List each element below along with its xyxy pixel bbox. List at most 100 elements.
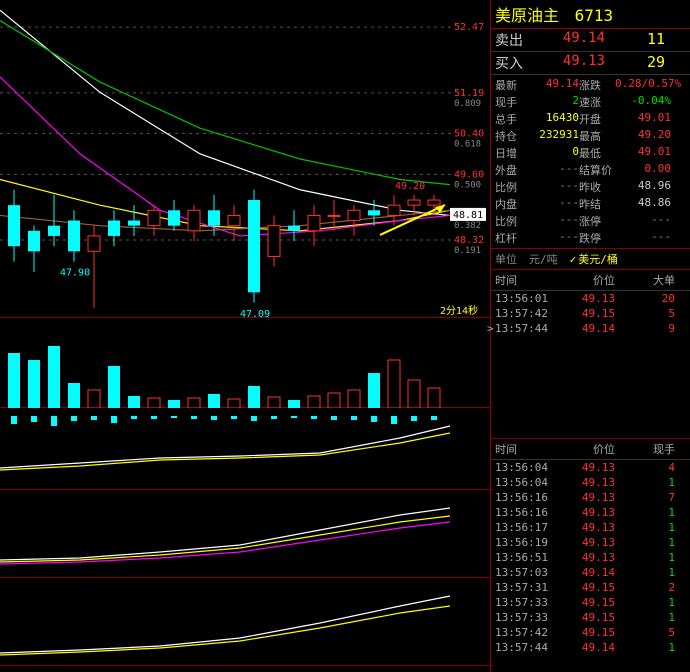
svg-text:2分14秒: 2分14秒 [440,304,478,317]
stat-label: 涨跌 [579,77,615,93]
unit-option-2[interactable]: 美元/桶 [570,251,618,267]
volume-chart[interactable] [0,318,490,408]
bid-label: 买入 [495,53,535,73]
stat-label: 昨结 [579,196,615,212]
indicator-2[interactable] [0,490,490,578]
svg-text:51.19: 51.19 [454,88,484,99]
tick-row: 13:56:5149.131 [491,550,690,565]
tick-row: 13:57:3349.151 [491,595,690,610]
stat-label: 最高 [579,128,615,144]
tick-row: 13:56:1649.137 [491,490,690,505]
svg-text:47.09: 47.09 [240,309,270,318]
stat-label: 昨收 [579,179,615,195]
svg-text:52.47: 52.47 [454,22,484,33]
stat-value: 49.14 [529,77,579,93]
stat-label: 外盘 [495,162,529,178]
stat-label: 持仓 [495,128,529,144]
tick-row: 13:57:4249.155 [491,625,690,640]
indicator-1[interactable] [0,408,490,490]
stat-value: --- [529,179,579,195]
stat-value: --- [615,213,671,229]
svg-text:0.191: 0.191 [454,246,481,256]
stat-value: --- [615,230,671,246]
stat-value: -0.04% [615,94,671,110]
svg-text:47.90: 47.90 [60,268,90,279]
stat-value: 2 [529,94,579,110]
svg-text:49.20: 49.20 [395,181,425,192]
unit-option-1[interactable]: 元/吨 [529,251,558,267]
chart-column: 48.3248.8149.6050.4051.1952.470.1910.382… [0,0,490,672]
stat-label: 内盘 [495,196,529,212]
stat-value: --- [529,213,579,229]
instrument-code: 6713 [575,6,614,25]
stat-label: 比例 [495,179,529,195]
svg-text:0.382: 0.382 [454,221,481,231]
ask-label: 卖出 [495,30,535,50]
stat-value: 232931 [529,128,579,144]
tick-row: 13:56:1649.131 [491,505,690,520]
stat-label: 杠杆 [495,230,529,246]
stat-value: 0 [529,145,579,161]
stat-label: 跌停 [579,230,615,246]
tick-row: 13:57:3149.152 [491,580,690,595]
stat-value: 48.86 [615,196,671,212]
ticks: 时间 价位 现手 13:56:0449.13413:56:0449.13113:… [491,439,690,655]
stat-label: 开盘 [579,111,615,127]
stat-label: 比例 [495,213,529,229]
svg-text:0.809: 0.809 [454,99,481,109]
stat-value: --- [529,162,579,178]
ask-qty: 11 [605,30,665,50]
tick-row: 13:57:3349.151 [491,610,690,625]
tick-row: 13:56:1749.131 [491,520,690,535]
stats-grid: 最新49.14涨跌0.28/0.57%现手2速涨-0.04%总手16430开盘4… [491,75,690,249]
instrument-title: 美原油主 6713 [491,0,690,29]
svg-text:49.60: 49.60 [454,169,484,180]
big-ticks: 时间 价位 大单 13:56:0149.132013:57:4249.15513… [491,270,690,439]
instrument-name: 美原油主 [495,6,559,25]
tick-row: 13:57:4449.141 [491,640,690,655]
tick-row: 13:57:0349.141 [491,565,690,580]
stat-value: 49.20 [615,128,671,144]
hdr-time2: 时间 [495,441,555,457]
candlestick-chart[interactable]: 48.3248.8149.6050.4051.1952.470.1910.382… [0,0,490,318]
unit-row: 单位 元/吨 美元/桶 [491,249,690,270]
hdr-price2: 价位 [555,441,615,457]
hdr-time: 时间 [495,272,555,288]
stat-value: 16430 [529,111,579,127]
hdr-vol2: 现手 [615,441,675,457]
stat-label: 速涨 [579,94,615,110]
bid-qty: 29 [605,53,665,73]
svg-text:48.32: 48.32 [454,235,484,246]
stat-value: 0.00 [615,162,671,178]
bid-row: 买入 49.13 29 [491,52,690,75]
stat-label: 现手 [495,94,529,110]
tick-row: 13:56:0449.131 [491,475,690,490]
ask-price: 49.14 [535,30,605,50]
info-column: 美原油主 6713 卖出 49.14 11 买入 49.13 29 最新49.1… [490,0,690,672]
tick-row: 13:56:0449.134 [491,460,690,475]
tick-row: 13:57:4449.149 [491,321,690,336]
tick-row: 13:56:1949.131 [491,535,690,550]
hdr-big: 大单 [615,272,675,288]
svg-text:0.500: 0.500 [454,180,481,190]
stat-value: 49.01 [615,111,671,127]
stat-label: 日增 [495,145,529,161]
tick-row: 13:56:0149.1320 [491,291,690,306]
stat-value: 48.96 [615,179,671,195]
stat-label: 涨停 [579,213,615,229]
stat-value: 0.28/0.57% [615,77,671,93]
ask-row: 卖出 49.14 11 [491,29,690,52]
indicator-3[interactable] [0,578,490,666]
stat-label: 最低 [579,145,615,161]
stat-value: --- [529,230,579,246]
bid-price: 49.13 [535,53,605,73]
hdr-price: 价位 [555,272,615,288]
stat-label: 最新 [495,77,529,93]
unit-label: 单位 [495,251,517,267]
stat-value: 49.01 [615,145,671,161]
big-ticks-header: 时间 价位 大单 [491,270,690,291]
stat-label: 总手 [495,111,529,127]
svg-text:0.618: 0.618 [454,139,481,149]
stat-label: 结算价 [579,162,615,178]
stat-value: --- [529,196,579,212]
